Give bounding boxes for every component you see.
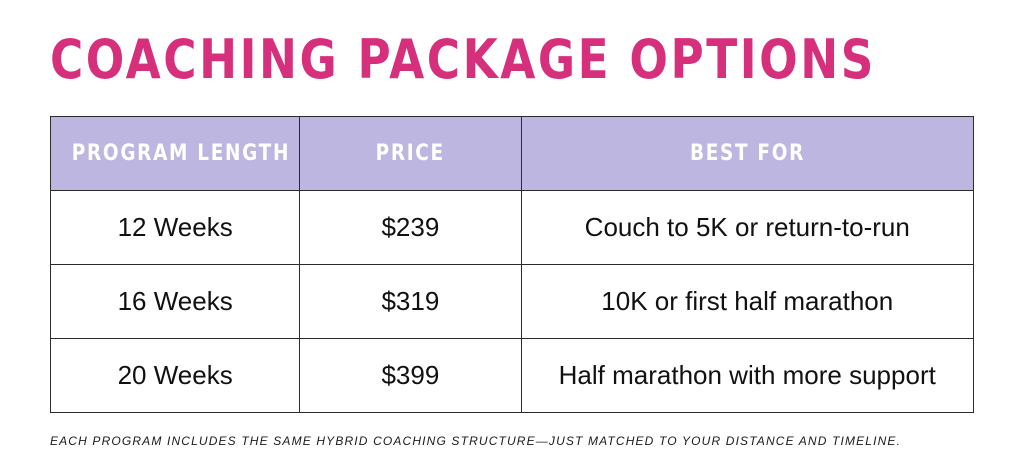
price-cell: $319 [299,264,522,339]
price-cell: $399 [299,338,522,413]
table-row: 12 Weeks $239 Couch to 5K or return-to-r… [49,190,974,265]
program-length-cell: 12 Weeks [49,190,301,265]
program-length-cell: 20 Weeks [49,338,301,413]
package-table: PROGRAM LENGTH PRICE BEST FOR 12 Weeks $… [49,116,974,413]
header-program-length: PROGRAM LENGTH [49,116,301,191]
header-price: PRICE [299,116,522,191]
best-for-cell: 10K or first half marathon [520,264,974,339]
header-row: PROGRAM LENGTH PRICE BEST FOR [49,116,974,191]
page-title: COACHING PACKAGE OPTIONS [50,28,876,91]
table-header: PROGRAM LENGTH PRICE BEST FOR [49,116,974,191]
table-row: 20 Weeks $399 Half marathon with more su… [49,338,974,413]
program-length-cell: 16 Weeks [49,264,301,339]
best-for-cell: Half marathon with more support [520,338,974,413]
best-for-cell: Couch to 5K or return-to-run [520,190,974,265]
header-best-for: BEST FOR [520,116,974,191]
footnote: EACH PROGRAM INCLUDES THE SAME HYBRID CO… [50,434,902,448]
price-cell: $239 [299,190,522,265]
table-body: 12 Weeks $239 Couch to 5K or return-to-r… [49,190,974,413]
table-row: 16 Weeks $319 10K or first half marathon [49,264,974,339]
